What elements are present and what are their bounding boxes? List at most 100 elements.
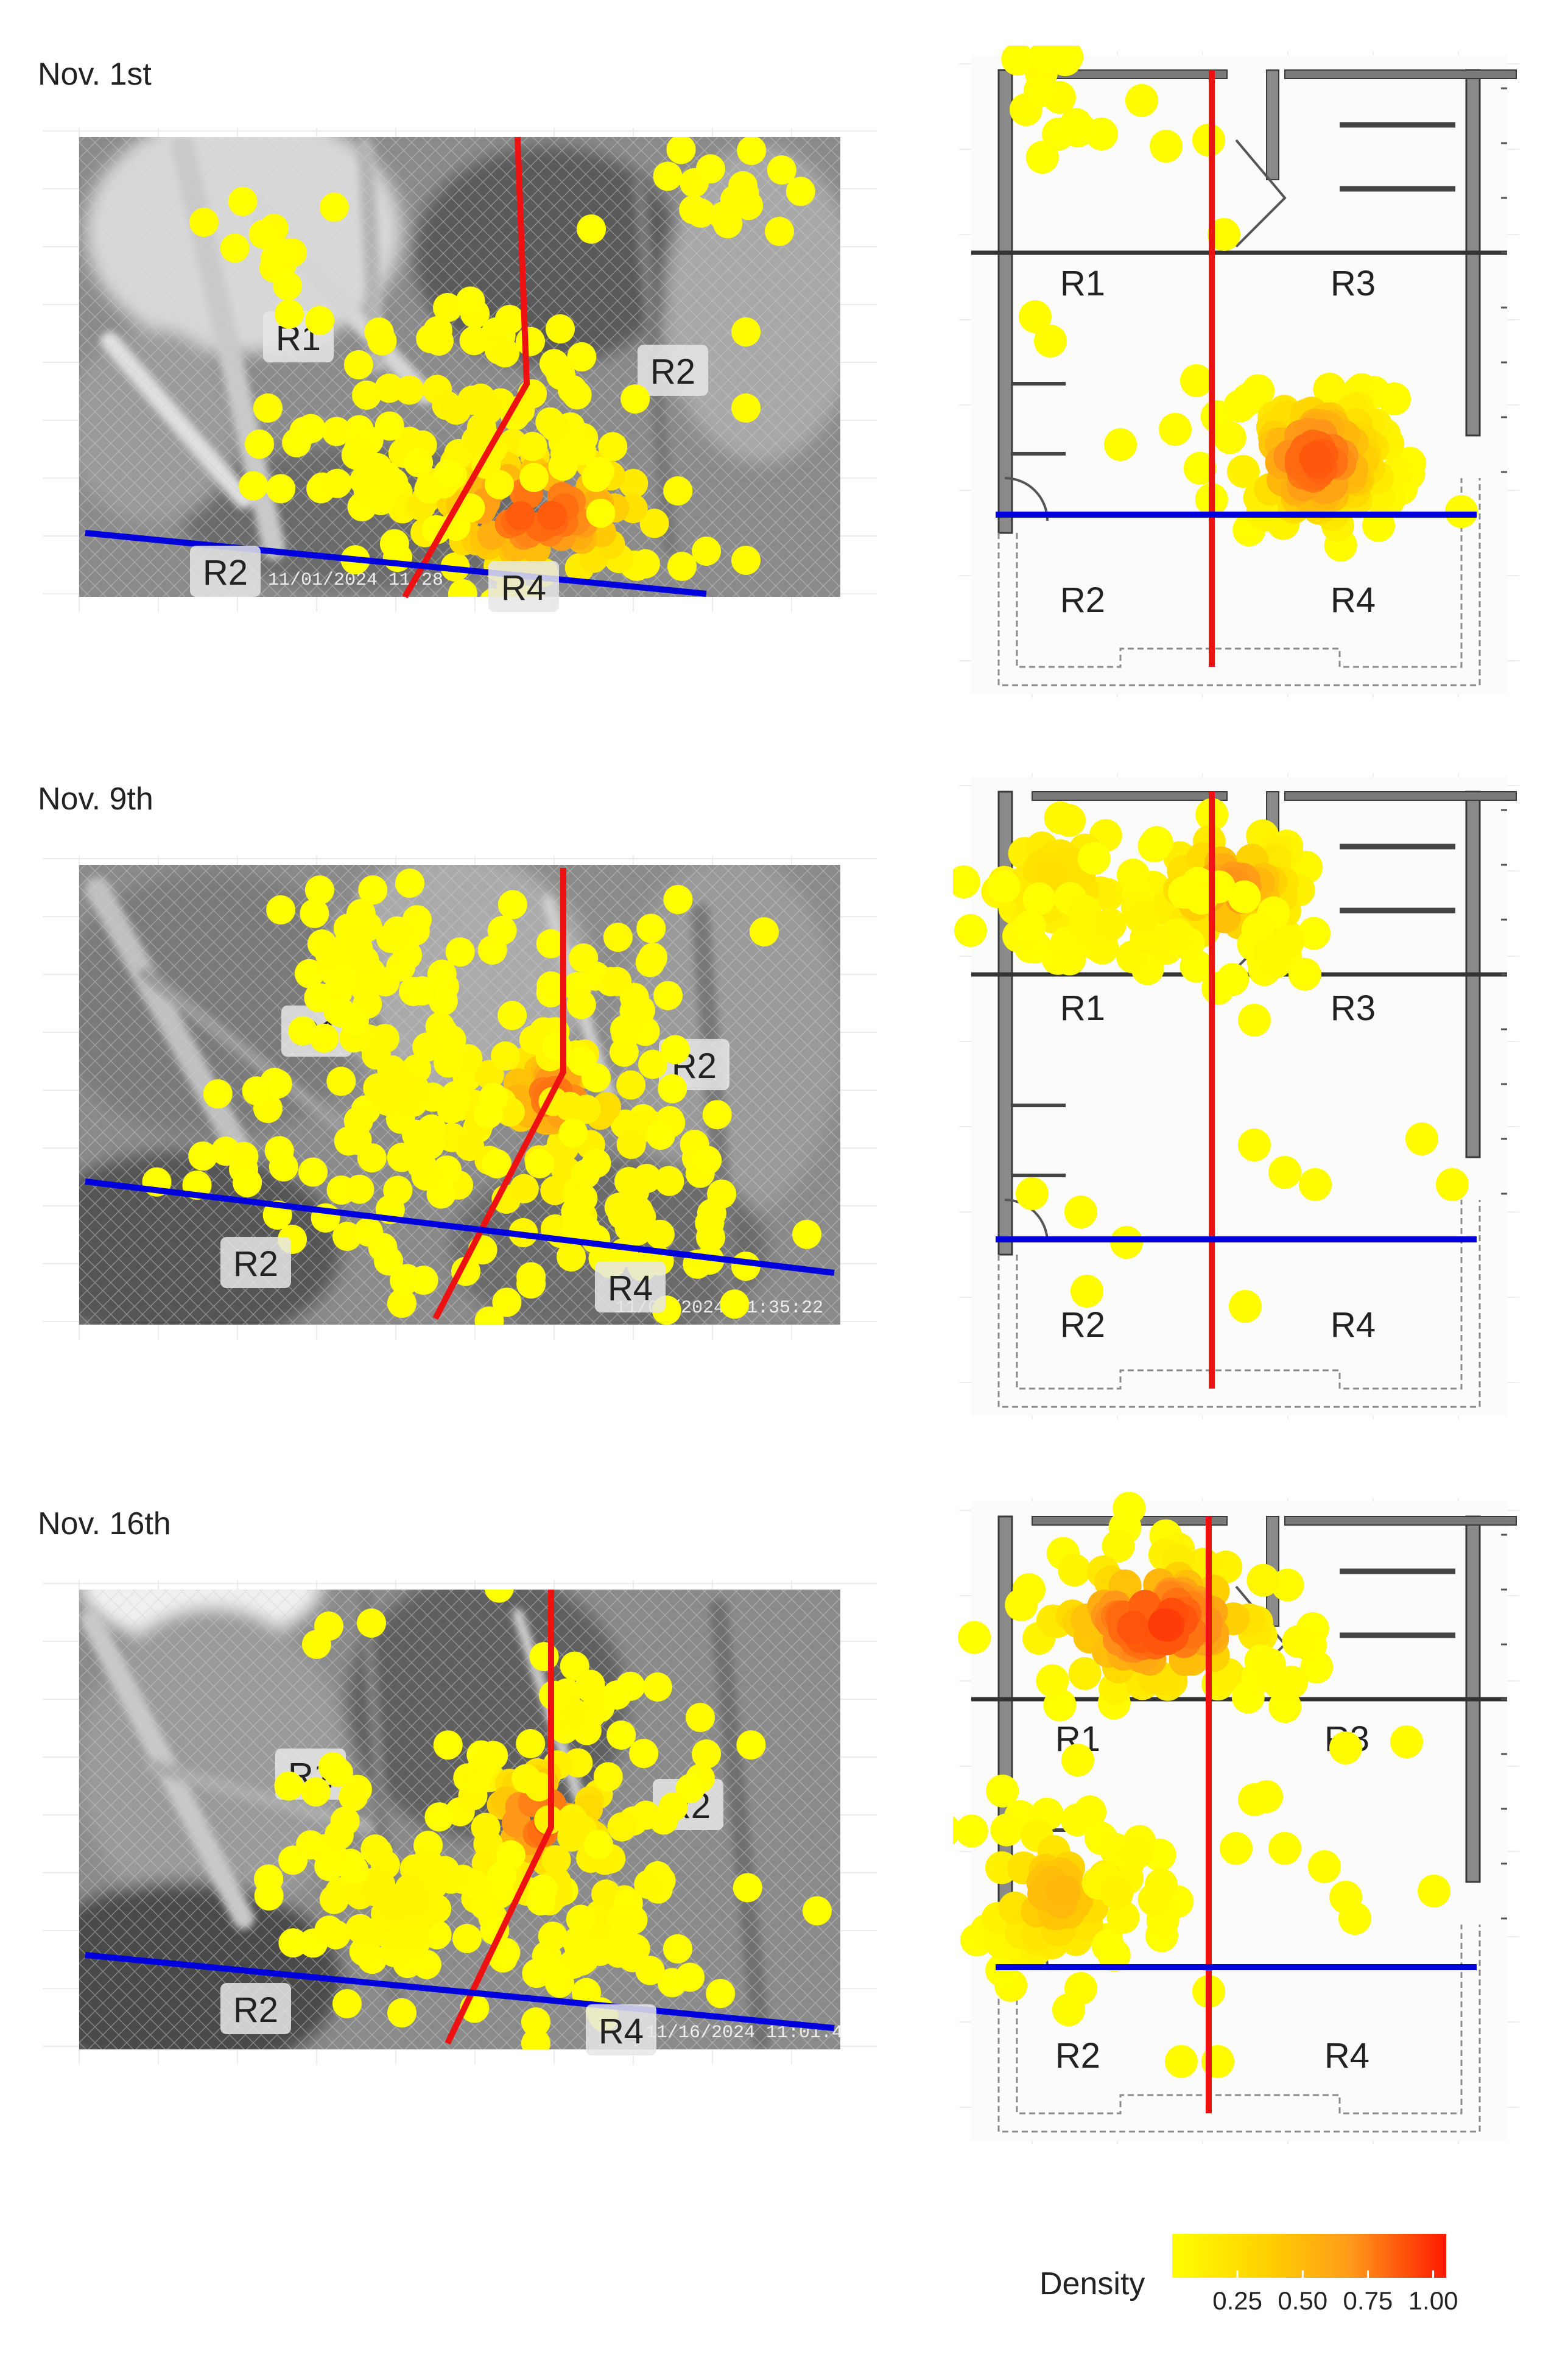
plan-2-point-2 (1064, 1196, 1097, 1228)
camera-1-point-117 (567, 342, 597, 372)
camera-1-point-198 (767, 155, 796, 185)
camera-2-point-242 (525, 1149, 555, 1178)
camera-2-point-0 (750, 917, 779, 946)
camera-2-point-281 (188, 1141, 218, 1171)
camera-2-point-218 (663, 885, 693, 914)
plan-1-label-r2: R2 (1060, 580, 1105, 620)
plan-3-label-r4-text: R4 (1324, 2036, 1369, 2076)
camera-1-point-114 (585, 457, 614, 487)
camera-2-point-225 (653, 981, 683, 1010)
camera-1-point-34 (639, 509, 669, 538)
camera-1-point-209 (228, 186, 258, 216)
camera-2-point-215 (343, 934, 373, 964)
plan-2-label-r3: R3 (1331, 988, 1376, 1028)
camera-2-point-6 (387, 1289, 417, 1318)
plan-3-point-198 (1275, 1666, 1309, 1699)
camera-2-point-223 (536, 971, 566, 1001)
camera-2-point-283 (233, 1168, 262, 1197)
camera-2-point-262 (568, 1183, 598, 1213)
camera-2-point-216 (487, 915, 517, 945)
camera-2-point-247 (692, 1146, 722, 1175)
camera-3-front-label-r4: R4 (586, 2004, 656, 2055)
plan-3-label-r4: R4 (1324, 2036, 1369, 2076)
plan-1-point-9 (1034, 325, 1067, 358)
plan-2-point-147 (1216, 963, 1250, 996)
camera-1-point-103 (505, 501, 535, 530)
camera-2-point-188 (327, 998, 357, 1028)
plan-1-point-5 (1150, 130, 1183, 163)
camera-1-point-151 (535, 407, 565, 437)
plan-1-label-r3: R3 (1331, 264, 1376, 303)
plan-1-density-points (1001, 46, 1478, 562)
camera-3-point-4 (643, 1672, 672, 1702)
plan-2-point-125 (1022, 882, 1056, 915)
plan-outline-1 (997, 478, 1481, 686)
plan-1-label-r1-text: R1 (1060, 264, 1105, 303)
camera-1-point-138 (546, 361, 575, 390)
camera-2-point-236 (479, 1083, 508, 1113)
plan-3-label-r2-text: R2 (1055, 2036, 1100, 2076)
camera-2-point-56 (620, 1331, 649, 1360)
camera-3-point-173 (323, 1758, 353, 1788)
camera-3-point-195 (583, 1830, 613, 1859)
camera-3-point-111 (557, 1822, 587, 1852)
camera-2-point-158 (434, 1048, 463, 1078)
camera-2-point-54 (497, 890, 527, 920)
plan-3-point-8 (1390, 1725, 1423, 1758)
camera-1-density-points (189, 137, 815, 597)
camera-3-point-70 (516, 1729, 546, 1758)
camera-2-point-58 (445, 937, 475, 967)
camera-1-point-115 (455, 286, 485, 316)
camera-3-point-116 (254, 1881, 284, 1911)
camera-2-point-53 (720, 1289, 750, 1319)
plan-1-point-8 (1019, 300, 1052, 333)
camera-3-front-label-r4-bg (586, 2004, 656, 2055)
plan-3-point-115 (1117, 1611, 1150, 1644)
plan-3-point-11 (1338, 1902, 1371, 1935)
camera-2-front-label-r4: R4 (595, 1261, 666, 1312)
camera-1-vertical-divider (402, 136, 530, 599)
plan-2-label-r4-text: R4 (1331, 1305, 1376, 1345)
plan-1-point-12 (1180, 364, 1213, 397)
plan-3-label-r2: R2 (1055, 2036, 1100, 2076)
camera-2-point-146 (309, 1023, 339, 1053)
plan-1-label-r2-text: R2 (1060, 580, 1105, 620)
camera-2-point-259 (571, 1215, 601, 1245)
camera-2-point-202 (329, 959, 359, 988)
plan-2-density-points (953, 798, 1469, 1323)
camera-1-point-214 (269, 238, 298, 268)
camera-3-point-113 (541, 1845, 571, 1875)
camera-1-point-200 (695, 154, 725, 184)
plan-2-point-11 (1436, 1168, 1469, 1201)
camera-3-point-95 (591, 1879, 621, 1909)
camera-region-labels-front-1: R2 R4 (190, 546, 559, 612)
camera-3-point-180 (339, 1782, 368, 1811)
plan-2-point-10 (1405, 1122, 1438, 1155)
camera-2-point-185 (373, 1075, 403, 1104)
camera-2-point-57 (558, 1344, 588, 1373)
camera-1-point-22 (663, 476, 693, 505)
camera-2-point-265 (655, 1166, 684, 1196)
camera-1-point-188 (322, 468, 352, 498)
camera-2-point-239 (482, 1149, 512, 1178)
camera-1-point-176 (266, 474, 296, 504)
camera-2-point-134 (295, 959, 324, 988)
camera-3-front-label-r2-text: R2 (233, 1990, 278, 2030)
plan-outline-2 (997, 1200, 1481, 1408)
plan-3-point-32 (1246, 1563, 1280, 1597)
camera-2-point-117 (509, 1174, 539, 1203)
camera-2-point-127 (351, 1395, 381, 1424)
plan-3-point-29 (1005, 1588, 1038, 1622)
legend-title: Density (1039, 2266, 1145, 2302)
camera-1-label-r2-text: R2 (650, 352, 695, 392)
plan-1-point-127 (1025, 141, 1059, 174)
plan-1-point-41 (1226, 455, 1260, 488)
camera-3-point-60 (733, 1873, 762, 1903)
plan-2-point-83 (1053, 804, 1086, 837)
camera-2-point-226 (636, 914, 666, 943)
camera-1-point-211 (220, 233, 250, 263)
camera-3-front-label-r2: R2 (220, 1983, 291, 2034)
plan-2-point-6 (1238, 1004, 1271, 1037)
